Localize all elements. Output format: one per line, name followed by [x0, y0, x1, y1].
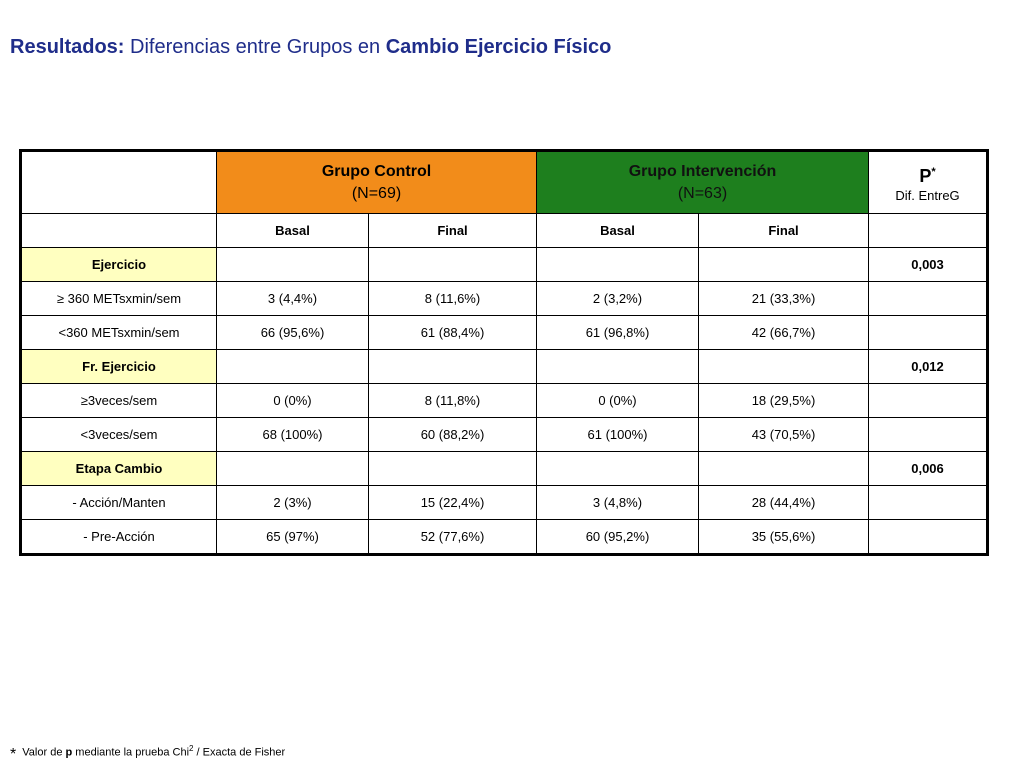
table-cell: [368, 451, 537, 486]
table-cell: [216, 247, 369, 282]
footnote-text-2: mediante la prueba Chi: [72, 746, 190, 759]
table-cell: [368, 349, 537, 384]
section-label: Ejercicio: [20, 247, 217, 282]
table-cell: 2 (3,2%): [536, 281, 699, 316]
table-row: ≥3veces/sem 0 (0%) 8 (11,8%) 0 (0%) 18 (…: [20, 383, 989, 418]
table-cell: [697, 451, 870, 486]
footnote-superscript: 2: [189, 744, 194, 753]
row-label: ≥3veces/sem: [20, 383, 217, 418]
table-cell: 3 (4,8%): [536, 485, 699, 520]
group-header-row: Grupo Control (N=69) Grupo Intervención …: [20, 150, 989, 214]
subheader-control-basal: Basal: [216, 213, 369, 248]
subheader-control-final: Final: [368, 213, 537, 248]
table-cell: [697, 349, 870, 384]
row-label: - Acción/Manten: [20, 485, 217, 520]
table-cell: 35 (55,6%): [697, 519, 870, 555]
corner-cell: [20, 150, 217, 214]
row-label-main: <360: [58, 325, 92, 340]
p-value-cell: [868, 485, 989, 520]
table-row: <3veces/sem 68 (100%) 60 (88,2%) 61 (100…: [20, 417, 989, 452]
table-cell: [368, 247, 537, 282]
table-cell: 15 (22,4%): [368, 485, 537, 520]
table-cell: 61 (100%): [536, 417, 699, 452]
p-value-header: P* Dif. EntreG: [868, 150, 989, 214]
intervention-group-n: (N=63): [677, 184, 728, 202]
p-value-cell: [868, 519, 989, 555]
title-middle: Diferencias entre Grupos en: [124, 36, 386, 58]
p-value-cell: 0,003: [868, 247, 989, 282]
subheader-blank: [20, 213, 217, 248]
p-value-cell: [868, 281, 989, 316]
table-cell: 2 (3%): [216, 485, 369, 520]
row-label: <360 METsxmin/sem: [20, 315, 217, 350]
table-cell: 52 (77,6%): [368, 519, 537, 555]
subheader-row: Basal Final Basal Final: [20, 213, 989, 248]
footnote-star: *: [10, 745, 17, 763]
p-header-sub: Dif. EntreG: [895, 187, 960, 203]
row-label-unit: METsxmin/sem: [91, 325, 180, 340]
table-cell: 8 (11,6%): [368, 281, 537, 316]
footnote-text-3: / Exacta de Fisher: [193, 746, 286, 759]
p-value-cell: [868, 417, 989, 452]
row-label-main: ≥ 360: [56, 291, 93, 306]
table-cell: [216, 451, 369, 486]
p-value-cell: 0,012: [868, 349, 989, 384]
table-cell: 65 (97%): [216, 519, 369, 555]
table-cell: 61 (96,8%): [536, 315, 699, 350]
table-cell: 43 (70,5%): [697, 417, 870, 452]
table-row: <360 METsxmin/sem 66 (95,6%) 61 (88,4%) …: [20, 315, 989, 350]
title-prefix: Resultados:: [10, 36, 125, 58]
table-cell: 18 (29,5%): [697, 383, 870, 418]
table-cell: 8 (11,8%): [368, 383, 537, 418]
results-table: Grupo Control (N=69) Grupo Intervención …: [19, 149, 990, 556]
table-row: - Pre-Acción 65 (97%) 52 (77,6%) 60 (95,…: [20, 519, 989, 555]
table-row: ≥ 360 METsxmin/sem 3 (4,4%) 8 (11,6%) 2 …: [20, 281, 989, 316]
table-cell: 61 (88,4%): [368, 315, 537, 350]
row-label: <3veces/sem: [20, 417, 217, 452]
subheader-intervention-basal: Basal: [536, 213, 699, 248]
table-cell: 60 (95,2%): [536, 519, 699, 555]
row-label: - Pre-Acción: [20, 519, 217, 555]
intervention-group-header: Grupo Intervención (N=63): [535, 150, 870, 214]
footnote-text-1: Valor de: [19, 746, 66, 759]
table-row: Etapa Cambio 0,006: [20, 451, 989, 486]
section-label: Etapa Cambio: [20, 451, 217, 486]
table-cell: 42 (66,7%): [697, 315, 870, 350]
table-cell: 3 (4,4%): [216, 281, 369, 316]
table-cell: 0 (0%): [216, 383, 369, 418]
table-row: Ejercicio 0,003: [20, 247, 989, 282]
p-header-label: P: [919, 165, 932, 186]
table-cell: 21 (33,3%): [697, 281, 870, 316]
footnote: * Valor de p mediante la prueba Chi2 / E…: [10, 744, 285, 764]
subheader-p-blank: [868, 213, 989, 248]
page-title: Resultados: Diferencias entre Grupos en …: [10, 36, 611, 59]
row-label: ≥ 360 METsxmin/sem: [20, 281, 217, 316]
table-cell: [536, 247, 699, 282]
control-group-n: (N=69): [351, 184, 402, 202]
table-cell: 0 (0%): [536, 383, 699, 418]
p-value-cell: [868, 315, 989, 350]
p-value-cell: 0,006: [868, 451, 989, 486]
table-cell: [536, 349, 699, 384]
title-topic: Cambio Ejercicio Físico: [385, 36, 612, 58]
subheader-intervention-final: Final: [697, 213, 870, 248]
table-cell: [216, 349, 369, 384]
table-cell: 66 (95,6%): [216, 315, 369, 350]
control-group-header: Grupo Control (N=69): [216, 150, 537, 214]
intervention-group-label: Grupo Intervención: [628, 162, 777, 180]
table-row: Fr. Ejercicio 0,012: [20, 349, 989, 384]
row-label-unit: METsxmin/sem: [92, 291, 182, 306]
table-cell: [536, 451, 699, 486]
p-value-cell: [868, 383, 989, 418]
footnote-bold: p: [65, 746, 73, 759]
table-cell: 68 (100%): [216, 417, 369, 452]
table-cell: 60 (88,2%): [368, 417, 537, 452]
control-group-label: Grupo Control: [321, 162, 432, 180]
section-label: Fr. Ejercicio: [20, 349, 217, 384]
p-header-marker: *: [931, 165, 936, 178]
table-row: - Acción/Manten 2 (3%) 15 (22,4%) 3 (4,8…: [20, 485, 989, 520]
table-cell: 28 (44,4%): [697, 485, 870, 520]
table-cell: [697, 247, 870, 282]
